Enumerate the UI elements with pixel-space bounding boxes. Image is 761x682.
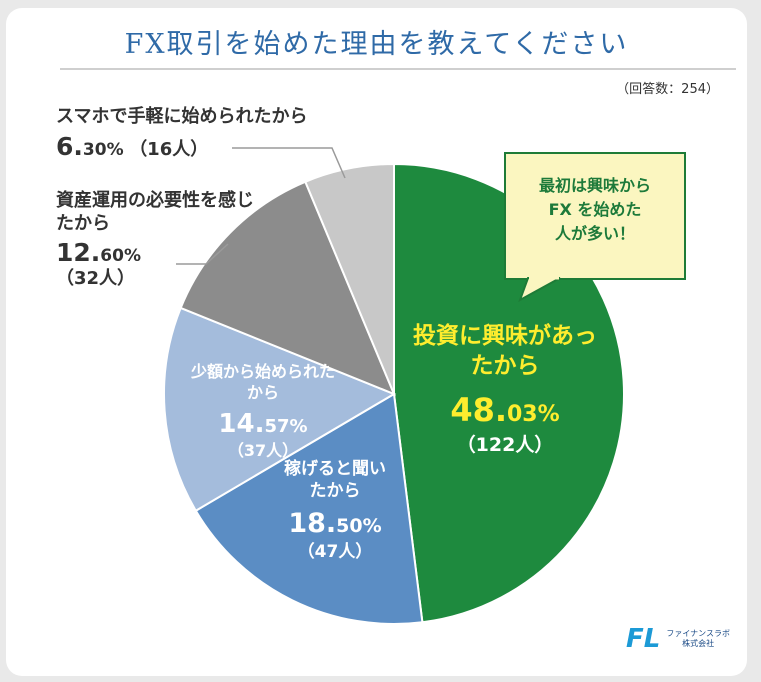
logo-name: ファイナンスラボ [666,629,731,639]
pie-slice-earn [194,392,424,625]
callout-box: 最初は興味から FX を始めた 人が多い！ [504,152,686,280]
slice-name-earn: 稼げると聞いたから [284,459,386,502]
callout-line-3: 人が多い！ [554,224,635,243]
slice-label-invest: 投資に興味があったから 48.03% （122人） [405,322,605,458]
slice-percent-rest-asset-management: 60% [100,246,141,266]
leader-line-smartphone [232,147,346,179]
title-divider [60,68,736,70]
slice-label-smartphone: スマホで手軽に始められたから 6.30% （16人） [56,106,396,162]
logo-sub: 株式会社 [682,639,715,648]
callout-line-1: 最初は興味から [538,176,651,195]
slice-label-earn: 稼げると聞いたから 18.50% （47人） [270,458,400,563]
slice-percent-rest-small-amount: 57% [264,415,308,437]
respondent-count: （回答数：254） [616,82,719,97]
pie-slice-smartphone [304,162,395,395]
slice-percent-main-small-amount: 14. [218,408,265,439]
slice-percent-main-earn: 18. [288,508,337,540]
pie-slice-small-amount [163,306,397,513]
slice-name-smartphone: スマホで手軽に始められたから [56,106,308,127]
slice-count-earn: （47人） [297,542,373,563]
logo-mark-icon: FL [626,624,661,654]
slice-count-invest: （122人） [456,434,554,457]
pie-slice-asset-management [179,180,396,396]
slice-label-asset-management: 資産運用の必要性を感じたから 12.60% （32人） [56,190,266,291]
slice-percent-rest-earn: 50% [336,515,382,538]
slice-percent-main-asset-management: 12. [56,238,101,267]
slice-percent-rest-smartphone: 30% [82,139,124,160]
company-logo: FL ファイナンスラボ 株式会社 [626,624,730,654]
slice-count-smartphone: （16人） [129,138,209,160]
slice-percent-rest-invest: 03% [507,401,560,427]
slice-count-small-amount: （37人） [227,441,299,461]
callout-line-2: FX を始めた [548,200,642,219]
slice-name-small-amount: 少額から始められたから [190,362,335,402]
slice-percent-main-smartphone: 6. [56,131,83,161]
slice-label-small-amount: 少額から始められたから 14.57% （37人） [178,362,348,462]
slice-percent-main-invest: 48. [450,390,507,429]
chart-title: FX取引を始めた理由を教えてください [124,29,629,60]
slice-name-invest: 投資に興味があったから [413,323,597,379]
slice-count-asset-management: （32人） [56,268,136,290]
slice-name-asset-management: 資産運用の必要性を感じたから [56,190,254,234]
leader-line-asset-management [176,243,229,265]
